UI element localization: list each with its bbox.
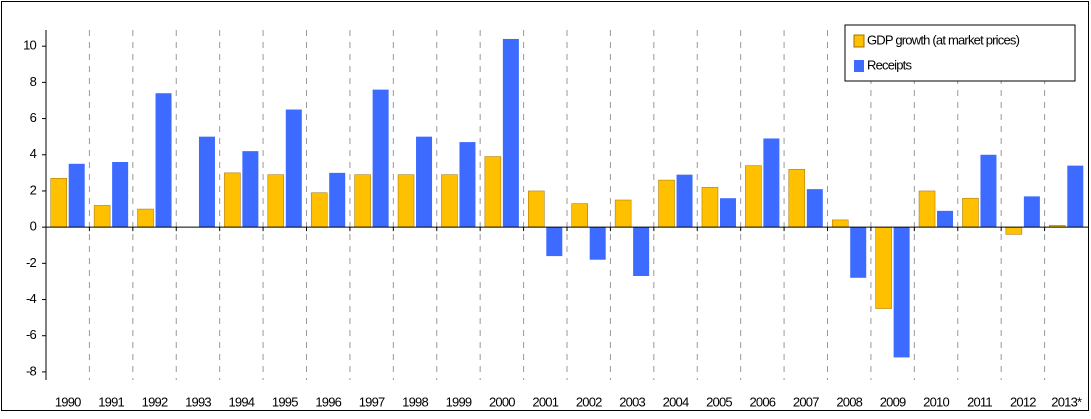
bar <box>875 226 892 309</box>
bar <box>441 174 458 228</box>
x-tick-label: 2005 <box>706 394 732 409</box>
bar <box>745 165 762 228</box>
x-tick-label: 1996 <box>315 394 341 409</box>
x-tick-label: 2011 <box>967 394 992 409</box>
bar <box>267 174 285 228</box>
bar <box>198 136 215 228</box>
y-tick-label: 2 <box>30 182 37 197</box>
bar <box>589 227 606 260</box>
x-tick-label: 2004 <box>663 394 689 409</box>
bar <box>137 208 154 228</box>
bar <box>676 174 693 228</box>
bar <box>224 172 241 228</box>
bar <box>918 190 936 228</box>
bar <box>459 142 476 228</box>
legend-swatch <box>853 34 865 48</box>
bar <box>719 198 736 228</box>
x-tick-label: 2009 <box>880 394 906 409</box>
bar <box>1023 196 1040 228</box>
bar <box>831 219 849 228</box>
x-tick-label: 2000 <box>489 394 515 409</box>
x-tick-label: 2012 <box>1010 394 1036 409</box>
y-tick-label: 8 <box>30 74 37 89</box>
x-tick-label: 1992 <box>142 394 168 409</box>
bar <box>763 138 780 228</box>
x-tick-label: 2002 <box>576 394 602 409</box>
bar <box>893 227 910 358</box>
y-tick-label: 4 <box>30 146 37 161</box>
bar <box>571 203 588 228</box>
bar <box>68 163 85 228</box>
bar <box>416 136 433 228</box>
x-tick-label: 1991 <box>98 394 124 409</box>
y-tick-label: 10 <box>23 38 36 53</box>
y-tick-label: -2 <box>26 255 37 270</box>
bar <box>546 227 563 257</box>
x-tick-label: 2008 <box>836 394 862 409</box>
bar <box>285 109 302 228</box>
bar <box>372 89 389 228</box>
bar <box>850 227 867 278</box>
x-tick-label: 2003 <box>619 394 645 409</box>
bar <box>112 162 129 228</box>
legend-label: GDP growth (at market prices) <box>867 32 1020 47</box>
bar <box>633 227 650 276</box>
y-tick-label: 0 <box>30 219 37 234</box>
frame <box>1 1 1089 411</box>
bar <box>329 172 346 228</box>
bar <box>980 154 997 228</box>
x-tick-label: 1998 <box>402 394 428 409</box>
x-tick-label: 1999 <box>446 394 472 409</box>
bar <box>484 156 502 228</box>
bar <box>50 178 67 228</box>
bar <box>502 38 519 228</box>
bar <box>788 168 806 228</box>
x-tick-label: 2001 <box>532 394 558 409</box>
bar <box>155 93 172 228</box>
x-tick-label: 1990 <box>55 394 81 409</box>
x-tick-label: 1994 <box>229 394 255 409</box>
legend-box <box>844 24 1076 82</box>
bar <box>937 210 954 228</box>
legend-swatch <box>854 60 864 72</box>
x-tick-label: 2007 <box>793 394 819 409</box>
bar <box>93 205 111 228</box>
bar <box>397 174 415 228</box>
x-tick-label: 2010 <box>923 394 949 409</box>
bar <box>806 189 823 228</box>
x-tick-label: 1993 <box>185 394 211 409</box>
bar <box>614 199 632 228</box>
bar <box>658 179 675 228</box>
bar <box>354 174 371 228</box>
bar <box>242 151 259 228</box>
y-tick-label: -6 <box>26 327 37 342</box>
bar <box>1067 165 1084 228</box>
bar <box>310 192 328 228</box>
bar <box>1005 226 1023 235</box>
bar <box>528 190 545 228</box>
bar <box>701 187 719 228</box>
bar <box>962 197 979 228</box>
y-tick-label: -8 <box>26 363 37 378</box>
y-tick-label: -4 <box>26 291 37 306</box>
x-tick-label: 1997 <box>359 394 385 409</box>
x-tick-label: 1995 <box>272 394 298 409</box>
x-tick-label: 2013* <box>1051 394 1082 409</box>
x-tick-label: 2006 <box>750 394 776 409</box>
y-tick-label: 6 <box>30 110 37 125</box>
legend-label: Receipts <box>867 57 912 72</box>
